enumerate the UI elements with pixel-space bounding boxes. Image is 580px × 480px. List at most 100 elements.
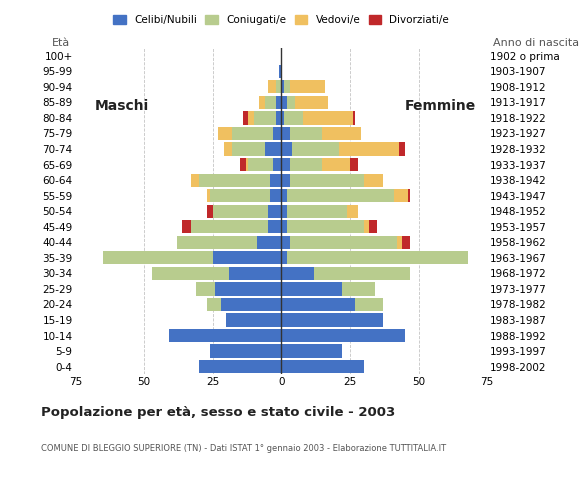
Bar — [265, 96, 276, 109]
Bar — [287, 189, 394, 202]
Text: COMUNE DI BLEGGIO SUPERIORE (TN) - Dati ISTAT 1° gennaio 2003 - Elaborazione TUT: COMUNE DI BLEGGIO SUPERIORE (TN) - Dati … — [41, 444, 445, 453]
Bar — [281, 220, 287, 233]
Bar — [191, 173, 199, 187]
Legend: Celibi/Nubili, Coniugati/e, Vedovi/e, Divorziati/e: Celibi/Nubili, Coniugati/e, Vedovi/e, Di… — [109, 11, 454, 29]
Bar — [356, 298, 383, 311]
Bar — [289, 158, 322, 171]
Bar — [248, 111, 254, 124]
Bar — [183, 220, 191, 233]
Bar — [240, 158, 245, 171]
Bar — [210, 189, 270, 202]
Bar — [229, 267, 281, 280]
Bar — [339, 143, 400, 156]
Bar — [364, 220, 369, 233]
Bar — [281, 329, 405, 342]
Text: Femmine: Femmine — [405, 98, 476, 112]
Bar — [210, 345, 281, 358]
Bar — [281, 251, 287, 264]
Bar — [153, 267, 229, 280]
Bar — [191, 220, 267, 233]
Bar — [232, 127, 273, 140]
Bar — [224, 143, 232, 156]
Bar — [322, 158, 350, 171]
Bar — [281, 173, 289, 187]
Bar — [295, 96, 328, 109]
Text: Anno di nascita: Anno di nascita — [492, 38, 579, 48]
Bar — [394, 189, 408, 202]
Bar — [281, 189, 287, 202]
Bar — [342, 282, 375, 296]
Bar — [169, 329, 281, 342]
Bar — [284, 111, 303, 124]
Bar — [256, 236, 281, 249]
Bar — [270, 173, 281, 187]
Bar — [369, 220, 378, 233]
Bar — [303, 111, 353, 124]
Bar — [289, 236, 397, 249]
Bar — [350, 158, 358, 171]
Bar — [281, 236, 289, 249]
Bar — [402, 236, 410, 249]
Bar — [353, 111, 356, 124]
Bar — [276, 111, 281, 124]
Bar — [281, 96, 287, 109]
Bar — [215, 282, 281, 296]
Bar — [364, 173, 383, 187]
Bar — [221, 298, 281, 311]
Bar — [289, 127, 322, 140]
Bar — [281, 360, 364, 373]
Bar — [273, 158, 281, 171]
Bar — [259, 96, 265, 109]
Bar — [292, 143, 339, 156]
Bar — [287, 251, 468, 264]
Bar — [314, 267, 410, 280]
Bar — [213, 251, 281, 264]
Text: Maschi: Maschi — [95, 98, 149, 112]
Bar — [218, 127, 232, 140]
Bar — [287, 204, 347, 218]
Bar — [196, 282, 215, 296]
Bar — [199, 173, 270, 187]
Text: Età: Età — [52, 38, 70, 48]
Bar — [284, 80, 289, 94]
Bar — [213, 204, 267, 218]
Bar — [254, 111, 276, 124]
Bar — [232, 143, 265, 156]
Bar — [199, 360, 281, 373]
Bar — [103, 251, 213, 264]
Bar — [281, 267, 314, 280]
Bar — [281, 111, 284, 124]
Bar — [400, 143, 405, 156]
Bar — [289, 173, 364, 187]
Bar — [248, 158, 273, 171]
Bar — [281, 158, 289, 171]
Bar — [347, 204, 358, 218]
Bar — [281, 282, 342, 296]
Bar — [243, 111, 248, 124]
Bar — [207, 298, 221, 311]
Bar — [281, 127, 289, 140]
Bar — [287, 96, 295, 109]
Bar — [245, 158, 248, 171]
Bar — [270, 189, 281, 202]
Bar — [281, 143, 292, 156]
Bar — [289, 80, 325, 94]
Bar — [287, 220, 364, 233]
Bar — [276, 80, 281, 94]
Bar — [226, 313, 281, 326]
Bar — [276, 96, 281, 109]
Bar — [278, 65, 281, 78]
Bar — [408, 189, 410, 202]
Bar — [281, 313, 383, 326]
Bar — [207, 204, 213, 218]
Bar — [265, 143, 281, 156]
Bar — [267, 204, 281, 218]
Bar — [177, 236, 256, 249]
Bar — [267, 220, 281, 233]
Bar — [281, 204, 287, 218]
Bar — [273, 127, 281, 140]
Text: Popolazione per età, sesso e stato civile - 2003: Popolazione per età, sesso e stato civil… — [41, 406, 395, 419]
Bar — [397, 236, 402, 249]
Bar — [322, 127, 361, 140]
Bar — [281, 345, 342, 358]
